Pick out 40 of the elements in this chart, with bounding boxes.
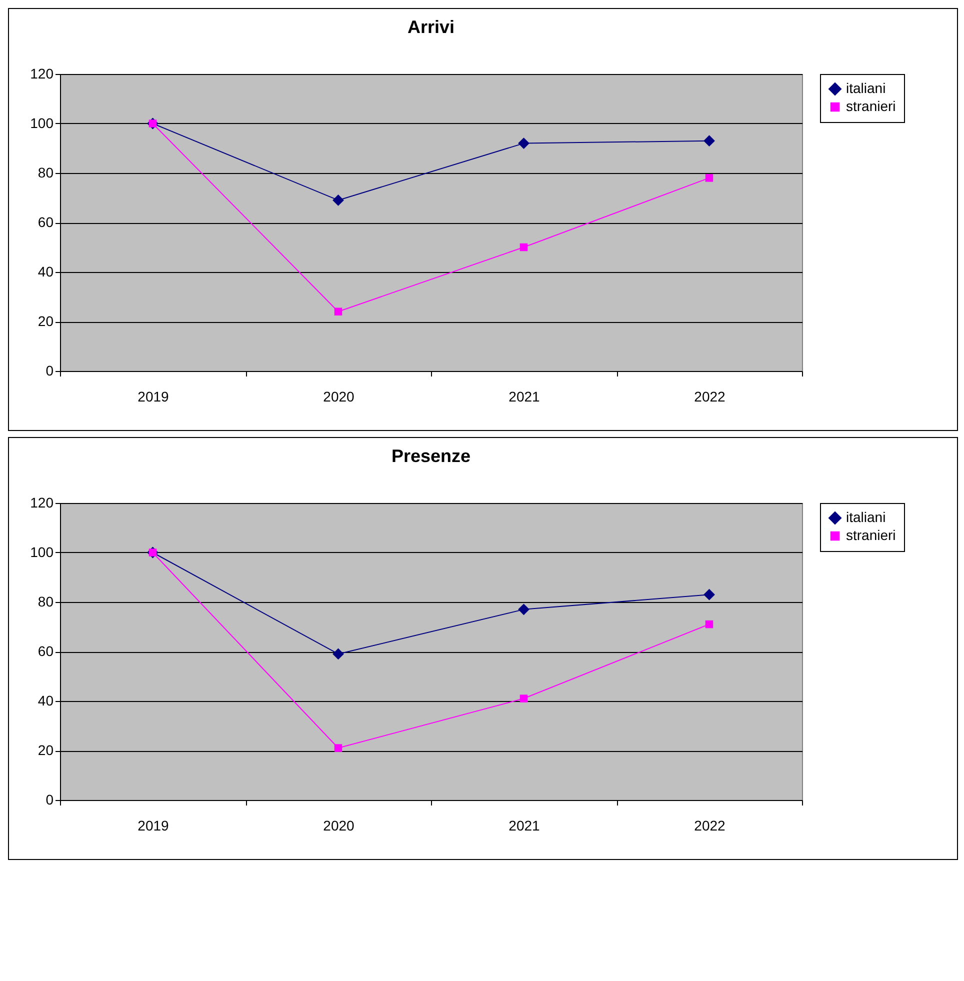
point	[705, 620, 714, 628]
y-tick-label: 20	[38, 313, 54, 329]
y-tick-label: 120	[30, 66, 54, 82]
point	[705, 174, 714, 182]
y-tick-label: 40	[38, 692, 54, 708]
point	[334, 308, 342, 316]
x-tick-label: 2020	[323, 818, 355, 834]
x-tick-label: 2021	[508, 818, 540, 834]
point	[332, 648, 344, 660]
point	[520, 694, 528, 702]
x-tick-label: 2022	[694, 388, 726, 404]
legend-label: stranieri	[846, 527, 896, 543]
y-tick-label: 0	[46, 792, 54, 808]
y-tick-label: 60	[38, 214, 54, 230]
x-tick-label: 2021	[508, 388, 540, 404]
y-tick-label: 20	[38, 742, 54, 758]
y-tick-label: 120	[30, 494, 54, 510]
y-tick-label: 0	[46, 362, 54, 378]
x-tick-label: 2019	[138, 818, 170, 834]
point	[518, 138, 530, 149]
chart-title: Arrivi	[407, 17, 455, 37]
y-tick-label: 40	[38, 264, 54, 280]
y-tick-label: 80	[38, 164, 54, 180]
legend-label: italiani	[846, 80, 886, 96]
y-tick-label: 100	[30, 115, 54, 131]
point	[704, 135, 715, 147]
legend-label: stranieri	[846, 98, 896, 114]
x-tick-label: 2022	[694, 818, 726, 834]
point	[704, 588, 715, 600]
point	[332, 194, 344, 206]
x-tick-label: 2019	[138, 388, 170, 404]
y-tick-label: 100	[30, 544, 54, 560]
point	[520, 243, 528, 252]
x-tick-label: 2020	[323, 388, 355, 404]
y-tick-label: 80	[38, 594, 54, 610]
y-tick-label: 60	[38, 643, 54, 659]
point	[518, 604, 530, 616]
point	[334, 744, 342, 752]
legend-label: italiani	[846, 509, 886, 525]
chart-title: Presenze	[391, 446, 471, 466]
